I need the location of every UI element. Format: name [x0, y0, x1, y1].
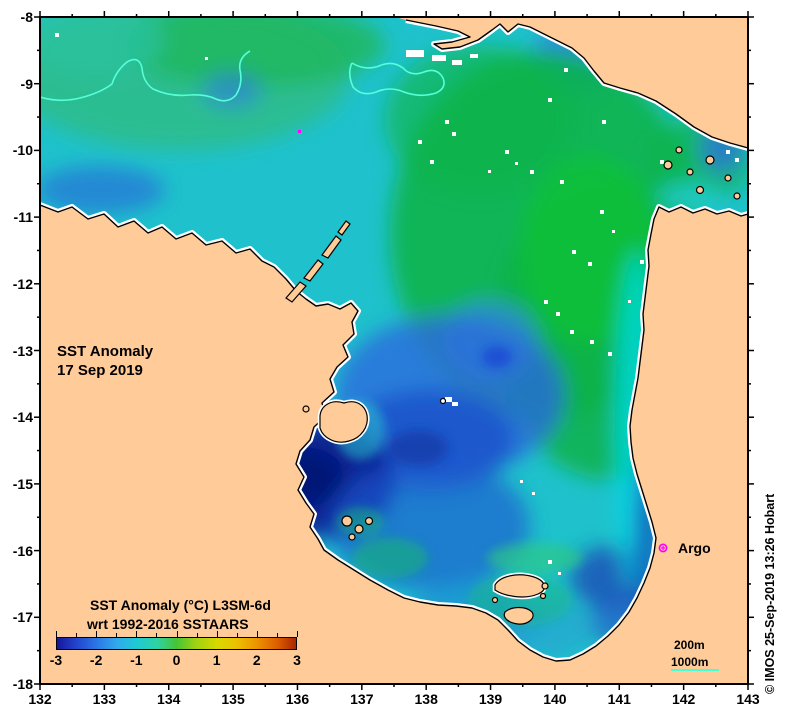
y-tick-label: -16	[12, 542, 33, 559]
colorbar-tick	[156, 633, 158, 637]
islands	[285, 146, 741, 625]
colorbar	[56, 637, 297, 650]
front-dot	[298, 130, 301, 133]
y-tick-label: -18	[12, 676, 33, 692]
new-guinea-landmass	[395, 17, 748, 151]
x-tick-label: 138	[414, 691, 438, 707]
y-tick-label: -8	[20, 9, 33, 25]
y-tick-label: -14	[12, 409, 33, 426]
colorbar-tick-label: 2	[252, 652, 261, 668]
legend-subtitle: wrt 1992-2016 SSTAARS	[87, 616, 249, 632]
x-tick-label: 134	[157, 691, 181, 707]
colorbar-tick-label: 0	[172, 652, 181, 668]
colorbar-tick	[236, 633, 238, 637]
argo-marker	[658, 543, 668, 553]
x-tick-label: 133	[92, 691, 117, 707]
colorbar-tick-label: 3	[293, 652, 301, 668]
legend-title: SST Anomaly (°C) L3SM-6d	[90, 597, 271, 613]
imos-watermark: © IMOS 25-Sep-2019 13:26 Hobart	[763, 493, 777, 694]
y-tick-label: -13	[12, 342, 33, 359]
anomaly-field	[40, 17, 748, 658]
x-tick-label: 140	[543, 691, 567, 707]
map-title: SST Anomaly	[57, 343, 154, 360]
y-tick-label: -15	[12, 475, 33, 492]
argo-label: Argo	[678, 540, 711, 556]
x-tick-label: 142	[671, 691, 696, 707]
x-tick-label: 137	[350, 691, 374, 707]
colorbar-tick	[196, 633, 198, 637]
x-tick-label: 136	[285, 691, 310, 707]
colorbar-tick	[276, 633, 278, 637]
colorbar-tick	[176, 631, 178, 637]
colorbar-tick-label: -3	[49, 652, 63, 668]
colorbar-tick	[216, 631, 218, 637]
map-frame	[39, 16, 749, 685]
x-tick-label: 135	[221, 691, 245, 707]
colorbar-tick	[76, 633, 78, 637]
y-tick-label: -17	[12, 609, 33, 626]
depth-200m-label: 200m	[674, 638, 705, 652]
depth-1000m-label: 1000m	[671, 655, 709, 669]
x-tick-label: 143	[736, 691, 760, 707]
x-tick-label: 141	[607, 691, 631, 707]
colorbar-tick	[297, 631, 298, 637]
bathymetry-contour-1000m	[40, 50, 445, 102]
x-tick-label: 132	[28, 691, 52, 707]
australia-landmass	[40, 202, 748, 684]
colorbar-tick-label: -1	[130, 652, 143, 668]
colorbar-tick	[116, 633, 118, 637]
colorbar-tick	[96, 631, 98, 637]
y-tick-label: -9	[20, 75, 33, 92]
depth-1000m-contour-sample	[671, 669, 719, 671]
colorbar-tick-label: 1	[212, 652, 221, 668]
map-date: 17 Sep 2019	[57, 362, 143, 379]
colorbar-tick	[56, 631, 57, 637]
colorbar-tick	[136, 631, 138, 637]
colorbar-tick-label: -2	[89, 652, 103, 668]
colorbar-tick	[256, 631, 258, 637]
y-tick-label: -10	[12, 142, 33, 159]
y-tick-label: -12	[12, 275, 33, 292]
x-tick-label: 139	[478, 691, 503, 707]
y-tick-label: -11	[13, 209, 33, 226]
